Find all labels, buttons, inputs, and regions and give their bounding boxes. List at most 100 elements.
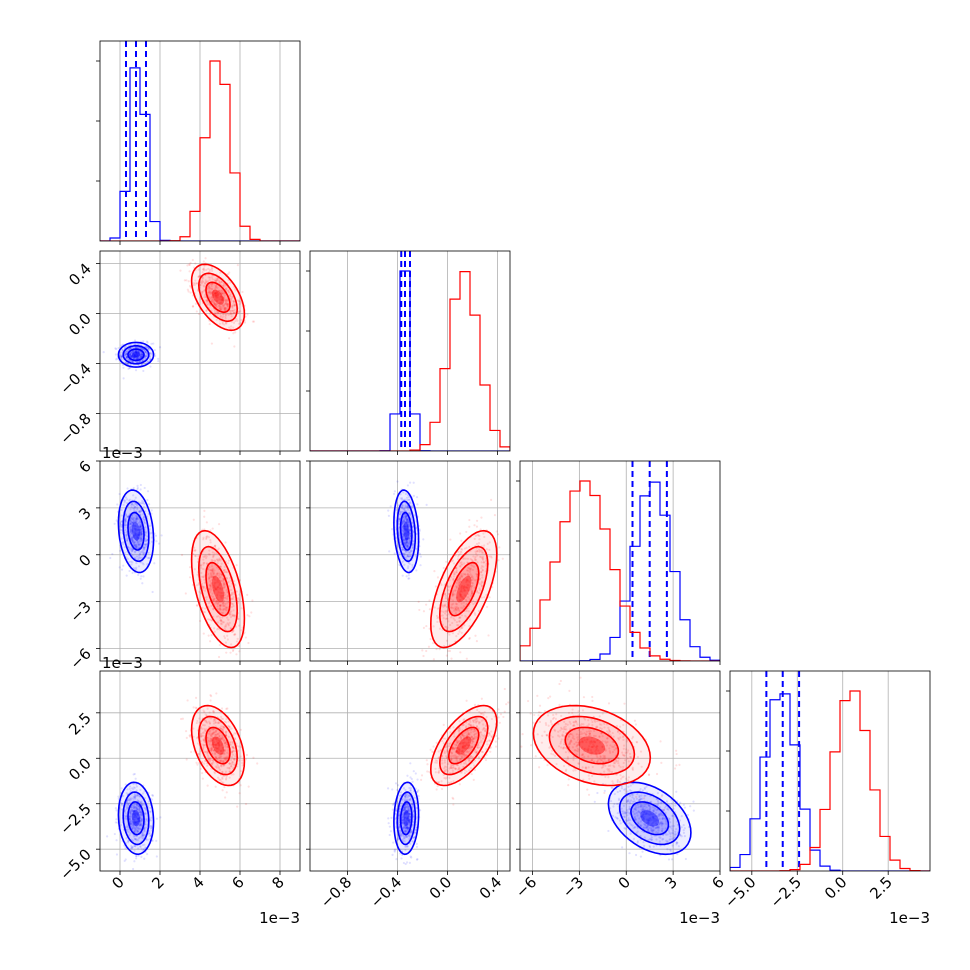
scatter-point <box>222 297 225 300</box>
scatter-point <box>136 354 139 357</box>
scatter-point <box>211 595 215 598</box>
scatter-point <box>422 538 425 541</box>
scatter-point <box>224 321 227 324</box>
scatter-point <box>402 507 405 510</box>
scatter-point <box>228 621 231 624</box>
scatter-point <box>140 532 143 536</box>
scatter-point <box>251 599 254 602</box>
scatter-point <box>212 577 215 580</box>
scatter-point <box>230 309 234 312</box>
scatter-point <box>133 350 136 354</box>
scatter-point <box>235 318 238 321</box>
scatter-point <box>220 301 223 304</box>
hist-series-1 <box>310 271 510 451</box>
scatter-point <box>404 517 408 520</box>
scatter-point <box>213 627 216 630</box>
scatter-point <box>144 351 148 354</box>
scatter-point <box>418 552 422 555</box>
scatter-point <box>207 284 210 287</box>
scatter-point <box>225 606 228 609</box>
scatter-point <box>219 302 222 305</box>
scatter-point <box>222 313 225 316</box>
scatter-point <box>222 292 225 295</box>
hist-panel-p1 <box>310 251 510 451</box>
scatter-point <box>139 535 142 538</box>
scatter-point <box>139 537 142 540</box>
scatter-point <box>138 354 141 357</box>
scatter-point <box>144 532 147 535</box>
scatter-point <box>211 266 214 269</box>
scatter-point <box>218 279 221 282</box>
scatter-point <box>197 268 200 271</box>
scatter-point <box>426 677 428 679</box>
scatter-panel-p3-p1 <box>310 671 510 871</box>
scatter-point <box>211 559 214 562</box>
scatter-point <box>219 583 222 586</box>
scatter-point <box>219 291 222 294</box>
scatter-point <box>480 516 483 519</box>
scatter-point <box>183 279 186 282</box>
scatter-point <box>135 351 138 355</box>
scatter-point <box>137 356 140 359</box>
scatter-point <box>225 322 228 325</box>
scatter-point <box>214 292 217 295</box>
scatter-point <box>218 643 221 647</box>
scatter-point <box>213 278 216 281</box>
scatter-point <box>234 331 237 334</box>
scatter-point <box>387 509 390 512</box>
scatter-point <box>219 575 222 579</box>
scatter-point <box>138 364 141 367</box>
scatter-point <box>135 555 139 558</box>
scatter-point <box>210 292 213 295</box>
scatter-axes-p2-p0 <box>96 460 301 665</box>
scatter-point <box>406 530 410 533</box>
scatter-point <box>220 707 224 710</box>
scatter-point <box>231 603 234 606</box>
scatter-point <box>140 538 143 541</box>
scatter-point <box>132 354 135 357</box>
scatter-point <box>212 597 215 600</box>
scatter-point <box>124 520 127 523</box>
scatter-point <box>213 552 216 555</box>
scatter-point <box>209 699 212 702</box>
scatter-point <box>130 547 134 551</box>
scatter-point <box>229 311 232 314</box>
scatter-point <box>115 519 118 522</box>
scatter-point <box>232 332 235 335</box>
scatter-point <box>222 583 225 586</box>
scatter-point <box>123 521 126 524</box>
scatter-point <box>217 523 221 526</box>
scatter-point <box>143 502 146 506</box>
scatter-point <box>202 536 205 539</box>
scatter-point <box>134 528 137 531</box>
scatter-point <box>134 567 137 570</box>
scatter-point <box>214 296 218 299</box>
scatter-point <box>115 853 119 856</box>
scatter-point <box>209 287 212 290</box>
scatter-point <box>136 357 139 360</box>
scatter-point <box>220 611 223 614</box>
scatter-point <box>115 839 118 842</box>
scatter-point <box>211 586 214 589</box>
scatter-point <box>208 587 211 591</box>
scatter-point <box>134 350 138 354</box>
scatter-point <box>234 319 237 323</box>
scatter-point <box>202 268 205 271</box>
scatter-point <box>139 354 142 357</box>
scatter-point <box>211 293 215 297</box>
scatter-point <box>205 555 208 558</box>
scatter-point <box>229 312 232 315</box>
scatter-point <box>227 624 230 627</box>
scatter-point <box>415 845 419 848</box>
scatter-point <box>232 300 235 304</box>
scatter-point <box>136 525 139 528</box>
scatter-point <box>124 520 127 523</box>
scatter-point <box>233 633 236 636</box>
scatter-point <box>490 498 493 501</box>
scatter-point <box>200 566 203 569</box>
scatter-point <box>216 558 219 561</box>
scatter-point <box>140 352 143 355</box>
scatter-point <box>407 498 410 501</box>
scatter-point <box>222 621 225 624</box>
scatter-point <box>140 533 143 537</box>
